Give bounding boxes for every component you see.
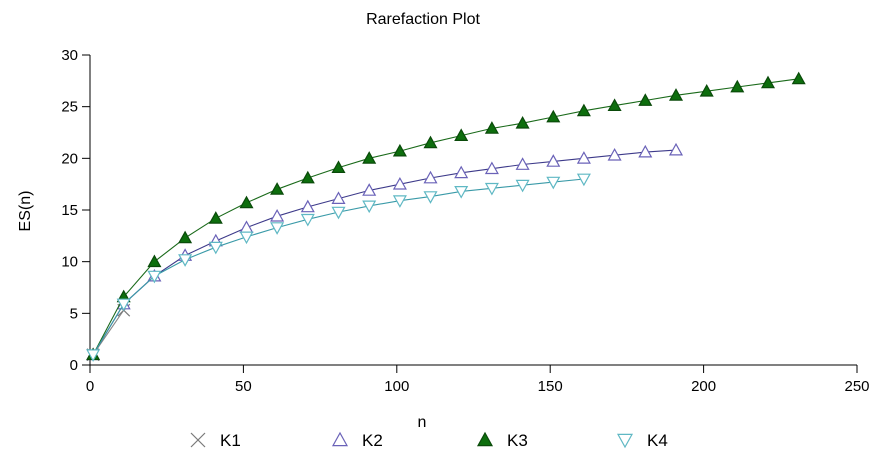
data-point bbox=[546, 176, 561, 190]
data-point bbox=[484, 121, 499, 134]
data-point bbox=[362, 183, 377, 196]
legend-item-k1: K1 bbox=[190, 431, 241, 450]
data-point bbox=[239, 220, 254, 233]
data-point bbox=[208, 211, 223, 224]
data-point bbox=[178, 254, 193, 267]
x-tick-label: 0 bbox=[86, 378, 94, 395]
data-point bbox=[300, 170, 315, 184]
data-point bbox=[392, 176, 407, 190]
legend-item-k3: K3 bbox=[476, 431, 528, 450]
series-k3 bbox=[86, 71, 806, 361]
data-point bbox=[454, 165, 469, 179]
data-point bbox=[178, 230, 193, 244]
data-point bbox=[270, 222, 285, 235]
y-tick-label: 15 bbox=[61, 202, 78, 219]
data-point bbox=[331, 206, 346, 220]
data-point bbox=[668, 142, 684, 156]
series-line bbox=[92, 178, 584, 355]
legend-label: K2 bbox=[362, 431, 383, 450]
y-tick-label: 20 bbox=[61, 150, 78, 167]
data-point bbox=[638, 93, 653, 106]
data-point bbox=[668, 88, 684, 101]
data-point bbox=[576, 173, 591, 187]
legend-item-k2: K2 bbox=[331, 431, 383, 450]
data-point bbox=[86, 349, 101, 362]
data-point bbox=[515, 157, 530, 170]
data-point bbox=[546, 154, 561, 167]
data-point bbox=[730, 79, 745, 93]
data-point bbox=[607, 147, 622, 161]
y-tick-label: 5 bbox=[70, 305, 78, 322]
legend-item-k4: K4 bbox=[616, 431, 668, 450]
data-point bbox=[147, 270, 162, 284]
y-tick-label: 30 bbox=[61, 47, 78, 64]
axes: 0 5 10 15 20 25 30 0 50 100 150 200 250 bbox=[61, 47, 869, 395]
data-point bbox=[699, 83, 714, 97]
legend-marker bbox=[331, 431, 349, 447]
data-point bbox=[423, 135, 438, 149]
data-point bbox=[362, 200, 377, 214]
data-point bbox=[484, 161, 499, 175]
legend-label: K4 bbox=[647, 431, 668, 450]
data-point bbox=[576, 151, 591, 164]
x-tick-label: 100 bbox=[384, 378, 409, 395]
data-point bbox=[392, 195, 407, 208]
series-line bbox=[92, 149, 677, 355]
y-tick-label: 25 bbox=[61, 99, 78, 116]
data-point bbox=[515, 115, 530, 129]
data-point bbox=[484, 182, 499, 196]
series-line bbox=[92, 78, 799, 355]
chart-title: Rarefaction Plot bbox=[366, 11, 480, 28]
x-stroke bbox=[190, 432, 206, 448]
x-tick-label: 250 bbox=[844, 378, 869, 395]
data-point bbox=[270, 208, 285, 222]
legend-marker bbox=[190, 432, 206, 448]
legend-label: K3 bbox=[507, 431, 528, 450]
data-point bbox=[423, 191, 438, 204]
data-point bbox=[270, 182, 285, 195]
data-point bbox=[423, 170, 438, 184]
legend-label: K1 bbox=[220, 431, 241, 450]
data-point bbox=[300, 199, 315, 213]
data-point bbox=[147, 254, 162, 268]
y-tick-label: 10 bbox=[61, 254, 78, 271]
legend-marker bbox=[616, 433, 634, 449]
legend-marker bbox=[476, 431, 494, 447]
data-point bbox=[791, 71, 806, 85]
x-tick-label: 200 bbox=[691, 378, 716, 395]
series-k4 bbox=[86, 173, 591, 362]
legend: K1 K2 K3 K4 bbox=[190, 431, 668, 450]
data-point bbox=[454, 186, 469, 199]
data-point bbox=[638, 144, 653, 158]
data-point bbox=[116, 298, 131, 312]
data-point bbox=[760, 75, 776, 89]
y-tick-label: 0 bbox=[70, 357, 78, 374]
data-point bbox=[392, 143, 407, 157]
data-point bbox=[331, 160, 346, 173]
data-point bbox=[300, 213, 315, 227]
data-point bbox=[362, 151, 377, 164]
series-k2 bbox=[86, 142, 684, 361]
x-axis-title: n bbox=[418, 414, 427, 431]
data-point bbox=[208, 241, 223, 255]
data-point bbox=[239, 195, 254, 209]
data-point bbox=[576, 103, 591, 117]
data-point bbox=[546, 109, 561, 123]
data-point bbox=[331, 191, 346, 204]
data-point bbox=[607, 98, 622, 112]
data-point bbox=[239, 231, 254, 245]
x-tick-label: 150 bbox=[538, 378, 563, 395]
y-axis-title: ES(n) bbox=[17, 191, 34, 232]
series-layer bbox=[86, 71, 806, 362]
data-point bbox=[515, 179, 530, 193]
x-tick-label: 50 bbox=[235, 378, 252, 395]
data-point bbox=[454, 128, 469, 141]
